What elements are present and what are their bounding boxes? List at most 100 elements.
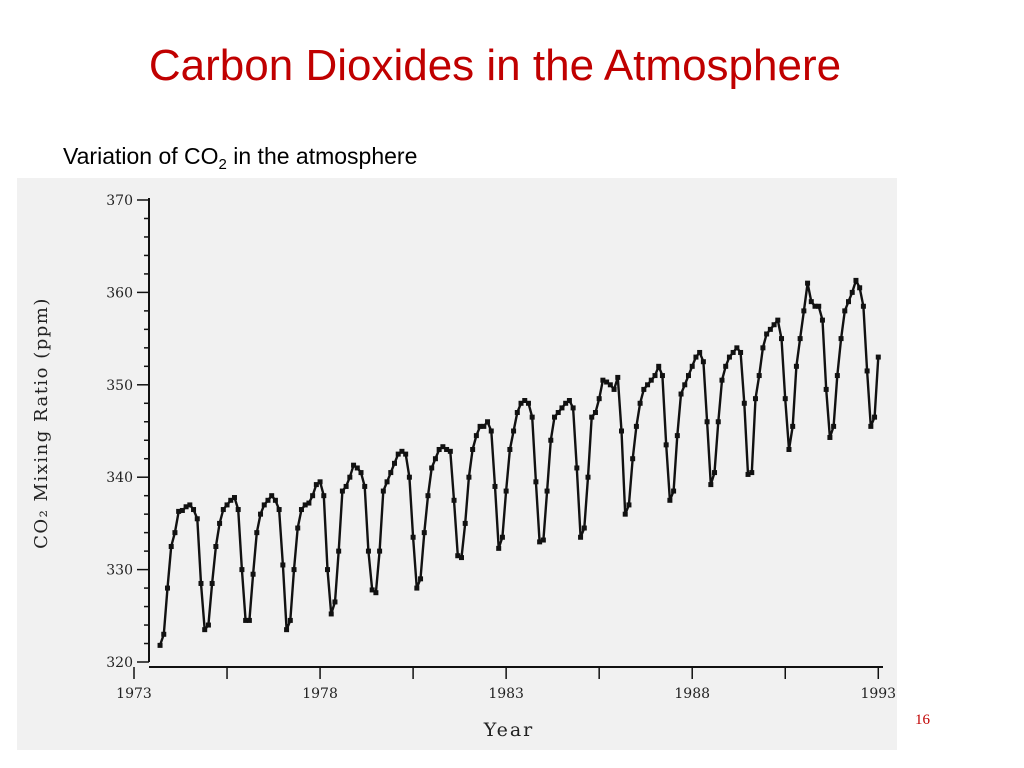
co2-data-point [741, 400, 747, 406]
co2-line-chart: 320 330 340 350 360 370 1973 1978 1983 1988 1993 Ye… [31, 193, 896, 741]
co2-data-point [306, 500, 312, 506]
co2-data-point [540, 537, 546, 543]
co2-data-point [217, 520, 223, 526]
co2-data-point [831, 423, 837, 429]
co2-data-point [533, 479, 539, 485]
co2-data-point [157, 642, 163, 648]
co2-data-point [280, 562, 286, 568]
co2-data-point [652, 373, 658, 379]
co2-data-point [458, 555, 464, 561]
co2-data-point [481, 423, 487, 429]
co2-data-point [403, 451, 409, 457]
co2-data-point [626, 502, 632, 508]
co2-data-point [164, 585, 170, 591]
x-tick-label: 1973 [116, 686, 152, 702]
co2-data-point [708, 482, 714, 488]
co2-data-point [812, 303, 818, 309]
co2-data-point [477, 423, 483, 429]
co2-data-point [738, 349, 744, 355]
x-axis-label: Year [483, 719, 535, 741]
co2-data-point [243, 617, 249, 623]
co2-data-point [213, 544, 219, 549]
co2-data-point [511, 428, 517, 434]
co2-data-point [860, 303, 866, 309]
co2-data-point [187, 502, 193, 508]
co2-data-point [421, 530, 427, 536]
co2-data-point [786, 446, 792, 452]
co2-data-point [425, 493, 431, 499]
co2-data-point [447, 448, 453, 454]
co2-data-point [704, 419, 710, 425]
co2-data-point [183, 504, 189, 510]
co2-data-point [265, 497, 271, 503]
co2-data-point [176, 508, 182, 514]
chart-panel: 320 330 340 350 360 370 1973 1978 1983 1988 1993 Ye… [17, 178, 897, 750]
co2-data-point [321, 493, 327, 499]
co2-data-point [853, 277, 859, 283]
co2-data-point [849, 289, 855, 295]
co2-data-point [473, 433, 479, 439]
co2-data-point [559, 405, 565, 411]
co2-data-point [429, 465, 435, 471]
co2-data-point [552, 414, 558, 420]
co2-data-point [790, 423, 796, 429]
slide-title: Carbon Dioxides in the Atmosphere [148, 41, 842, 90]
co2-data-point [362, 483, 368, 489]
co2-data-point [485, 419, 491, 425]
co2-data-point [276, 507, 282, 513]
chart-subtitle: Variation of CO2 in the atmosphere [63, 140, 417, 172]
co2-data-point [779, 336, 785, 342]
co2-data-point [395, 451, 401, 457]
co2-data-point [875, 354, 881, 360]
co2-data-point [209, 580, 215, 586]
co2-data-point [756, 373, 762, 379]
co2-data-point [492, 483, 498, 489]
co2-data-point [797, 336, 803, 342]
co2-data-point [712, 470, 718, 476]
co2-data-point [689, 363, 695, 369]
y-tick-label: 360 [106, 285, 133, 301]
co2-data-point [503, 488, 509, 494]
co2-data-point [198, 580, 204, 586]
y-tick-label: 350 [106, 378, 133, 394]
co2-data-point [291, 567, 297, 573]
co2-data-point [499, 534, 505, 540]
co2-data-point [302, 502, 308, 508]
co2-data-point [373, 590, 379, 596]
co2-data-point [745, 471, 751, 477]
co2-data-point [235, 507, 241, 513]
co2-data-point [857, 285, 863, 291]
co2-data-point [269, 493, 275, 499]
co2-data-point [730, 349, 736, 355]
co2-data-point [525, 400, 531, 406]
co2-series-line [158, 279, 880, 646]
co2-data-point [663, 442, 669, 448]
co2-data-point [220, 507, 226, 513]
co2-data-point [414, 585, 420, 591]
co2-data-point [384, 479, 390, 485]
co2-data-point [633, 423, 639, 429]
co2-data-point [231, 495, 237, 501]
co2-data-point [723, 363, 729, 369]
co2-data-point [607, 382, 613, 388]
co2-data-point [254, 530, 260, 536]
co2-data-point [842, 308, 848, 314]
co2-data-point [555, 410, 561, 416]
co2-data-point [507, 446, 513, 452]
co2-data-point [868, 423, 874, 429]
co2-data-point [258, 511, 264, 517]
co2-data-point [760, 345, 766, 351]
co2-data-point [496, 545, 502, 551]
co2-data-point [816, 303, 822, 309]
co2-data-point [380, 488, 386, 494]
co2-data-point [764, 331, 770, 337]
co2-data-point [436, 446, 442, 452]
co2-data-point [246, 617, 252, 623]
co2-data-point [358, 470, 364, 476]
co2-data-point [581, 525, 587, 531]
co2-data-point [451, 497, 457, 503]
co2-data-point [697, 349, 703, 355]
co2-data-point [354, 465, 360, 471]
co2-data-point [537, 539, 543, 545]
co2-data-point [284, 627, 290, 633]
